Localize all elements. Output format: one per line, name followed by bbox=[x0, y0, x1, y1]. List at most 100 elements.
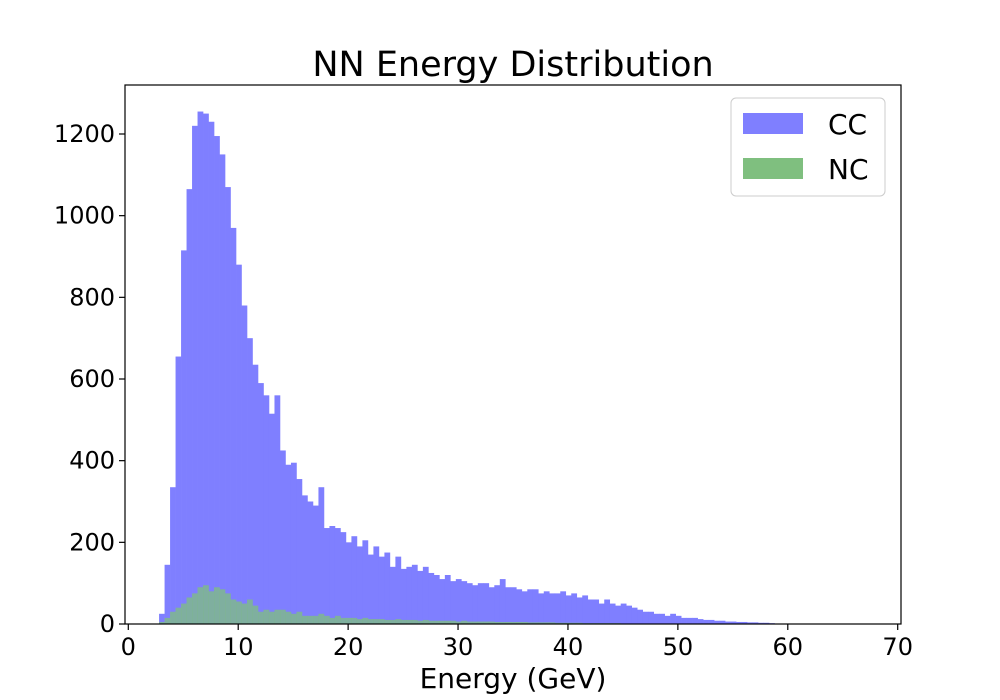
bar-nc bbox=[345, 617, 352, 625]
bar-cc bbox=[697, 619, 704, 624]
bar-cc bbox=[609, 603, 616, 624]
bar-cc bbox=[571, 593, 578, 625]
bar-nc bbox=[461, 620, 468, 624]
bar-nc bbox=[175, 607, 182, 624]
bar-cc bbox=[329, 526, 336, 624]
bar-nc bbox=[318, 613, 325, 624]
bar-nc bbox=[527, 622, 534, 624]
legend: CC NC bbox=[730, 97, 886, 197]
bar-cc bbox=[686, 617, 693, 625]
bar-cc bbox=[247, 338, 253, 624]
x-tick-label: 40 bbox=[553, 633, 584, 661]
bar-nc bbox=[373, 619, 380, 624]
bar-nc bbox=[356, 619, 363, 624]
chart-title: NN Energy Distribution bbox=[312, 45, 713, 85]
bar-cc bbox=[472, 585, 479, 624]
bar-cc bbox=[543, 591, 550, 624]
legend-swatch-cc bbox=[743, 113, 803, 134]
bar-cc bbox=[268, 413, 275, 624]
bar-nc bbox=[164, 617, 171, 625]
bar-cc bbox=[719, 620, 726, 624]
x-axis: 0 10 20 30 40 50 60 70 bbox=[121, 624, 913, 661]
bar-nc bbox=[329, 617, 336, 625]
y-tick-label: 1200 bbox=[54, 120, 115, 148]
bar-cc bbox=[203, 113, 209, 624]
x-tick-label: 30 bbox=[443, 633, 474, 661]
bar-cc bbox=[730, 621, 737, 624]
bar-cc bbox=[538, 593, 545, 625]
bar-cc bbox=[230, 227, 237, 625]
x-axis-label: Energy (GeV) bbox=[420, 662, 607, 695]
legend-label-cc: CC bbox=[828, 108, 867, 141]
bar-cc bbox=[450, 581, 457, 625]
bar-nc bbox=[510, 621, 517, 624]
bar-cc bbox=[367, 554, 374, 624]
bar-cc bbox=[417, 570, 424, 624]
bar-nc bbox=[384, 619, 391, 624]
bar-nc bbox=[472, 621, 479, 624]
bar-nc bbox=[296, 611, 303, 624]
bar-cc bbox=[642, 611, 649, 624]
bar-cc bbox=[576, 597, 583, 624]
bar-nc bbox=[252, 605, 259, 625]
bar-cc bbox=[378, 556, 385, 625]
bar-cc bbox=[725, 621, 731, 624]
bar-cc bbox=[197, 111, 204, 625]
bar-nc bbox=[230, 599, 237, 624]
bar-nc bbox=[290, 613, 297, 624]
bar-cc bbox=[258, 383, 264, 624]
bar-cc bbox=[708, 619, 715, 624]
bar-nc bbox=[532, 622, 539, 624]
bar-nc bbox=[214, 587, 220, 624]
bar-cc bbox=[648, 611, 654, 624]
bar-nc bbox=[323, 615, 330, 624]
bar-cc bbox=[208, 121, 215, 624]
bar-cc bbox=[307, 501, 314, 624]
bar-nc bbox=[455, 621, 462, 624]
bar-nc bbox=[241, 603, 248, 624]
y-axis: 0 200 400 600 800 1000 1200 bbox=[54, 120, 125, 638]
bar-cc bbox=[395, 556, 402, 625]
bar-nc bbox=[395, 619, 402, 624]
bar-nc bbox=[340, 617, 347, 625]
bar-cc bbox=[620, 603, 627, 624]
bar-cc bbox=[527, 589, 534, 624]
x-tick-label: 10 bbox=[223, 633, 254, 661]
bar-nc bbox=[197, 587, 204, 624]
x-tick-label: 0 bbox=[121, 633, 136, 661]
series-nc-bars bbox=[159, 585, 687, 625]
bar-cc bbox=[214, 136, 220, 625]
bar-cc bbox=[444, 575, 451, 624]
bar-cc bbox=[483, 583, 490, 624]
bar-cc bbox=[681, 617, 687, 625]
legend-swatch-nc bbox=[743, 158, 803, 179]
bar-nc bbox=[274, 609, 281, 624]
bar-cc bbox=[560, 591, 567, 624]
bar-nc bbox=[571, 622, 578, 624]
x-tick-label: 20 bbox=[333, 633, 364, 661]
bar-nc bbox=[159, 621, 165, 624]
bar-cc bbox=[318, 487, 325, 624]
bar-nc bbox=[494, 621, 501, 624]
bar-cc bbox=[406, 566, 413, 624]
bar-nc bbox=[543, 622, 550, 624]
bar-cc bbox=[714, 620, 720, 624]
bar-nc bbox=[351, 617, 358, 625]
y-tick-label: 600 bbox=[69, 365, 115, 393]
bar-cc bbox=[703, 619, 709, 624]
bar-cc bbox=[593, 599, 600, 624]
bar-cc bbox=[692, 617, 698, 625]
bar-cc bbox=[499, 579, 506, 624]
plot-frame bbox=[124, 84, 902, 625]
y-tick-label: 200 bbox=[69, 528, 115, 556]
bar-cc bbox=[521, 591, 528, 624]
bar-nc bbox=[406, 619, 413, 624]
bar-cc bbox=[505, 587, 512, 624]
bar-nc bbox=[181, 603, 187, 624]
bar-nc bbox=[516, 621, 523, 624]
bar-nc bbox=[565, 622, 572, 624]
bar-nc bbox=[505, 621, 512, 624]
bar-nc bbox=[450, 620, 457, 624]
bar-nc bbox=[466, 621, 473, 624]
